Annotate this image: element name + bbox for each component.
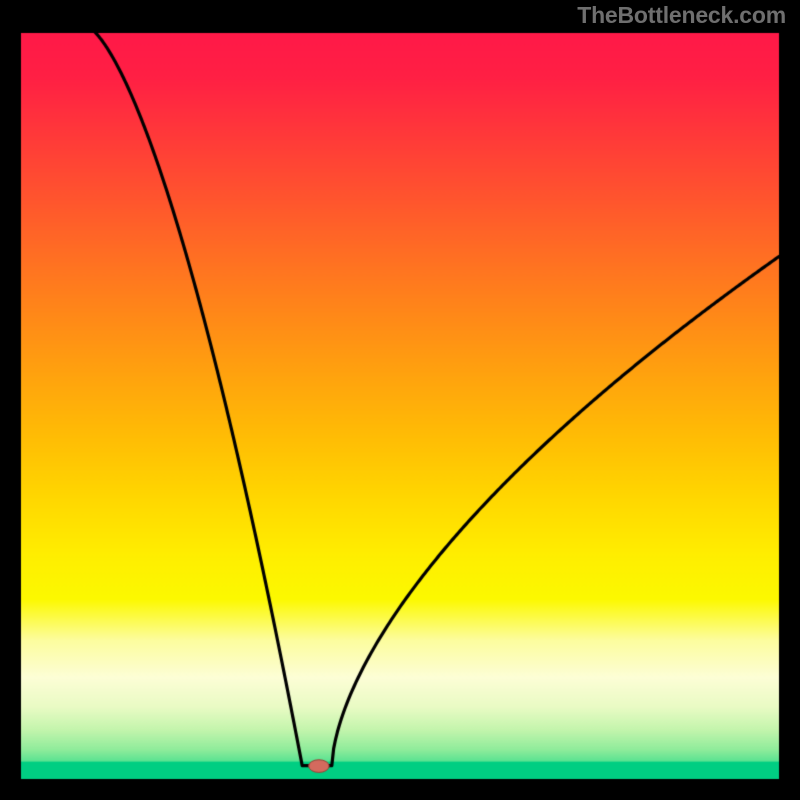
watermark-text: TheBottleneck.com <box>577 2 786 29</box>
bottleneck-chart <box>0 0 800 800</box>
